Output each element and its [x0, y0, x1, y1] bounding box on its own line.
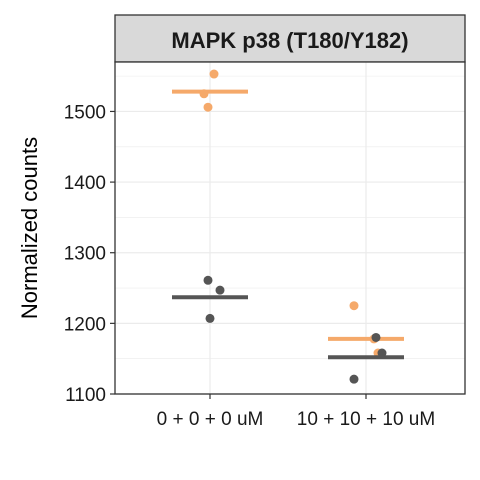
- axis-layer: 1100 1200 1300 1400 1500 0 + 0 + 0 uM 10 + 10 …: [64, 102, 435, 430]
- facet-title: MAPK p38 (T180/Y182): [171, 28, 408, 53]
- panel-border: [114, 61, 466, 395]
- y-tick-label: 1200: [64, 314, 106, 335]
- data-point: [371, 332, 381, 342]
- marks-layer: [172, 69, 404, 384]
- plot-panel: [115, 62, 465, 394]
- y-tick-label: 1100: [65, 385, 106, 406]
- data-point: [349, 301, 359, 311]
- data-point: [205, 313, 215, 323]
- data-point: [377, 348, 387, 358]
- y-axis-label: Normalized counts: [17, 137, 42, 319]
- data-point: [209, 69, 219, 79]
- data-point: [203, 102, 213, 112]
- y-tick-label: 1500: [64, 102, 106, 123]
- x-tick-label: 10 + 10 + 10 uM: [297, 409, 435, 430]
- data-point: [349, 374, 359, 384]
- facet-strip: [114, 14, 466, 63]
- y-tick-label: 1300: [64, 244, 106, 265]
- x-tick-label: 0 + 0 + 0 uM: [157, 409, 264, 430]
- data-point: [203, 275, 213, 285]
- data-point: [215, 285, 225, 295]
- data-point: [199, 89, 209, 99]
- y-tick-label: 1400: [64, 173, 106, 194]
